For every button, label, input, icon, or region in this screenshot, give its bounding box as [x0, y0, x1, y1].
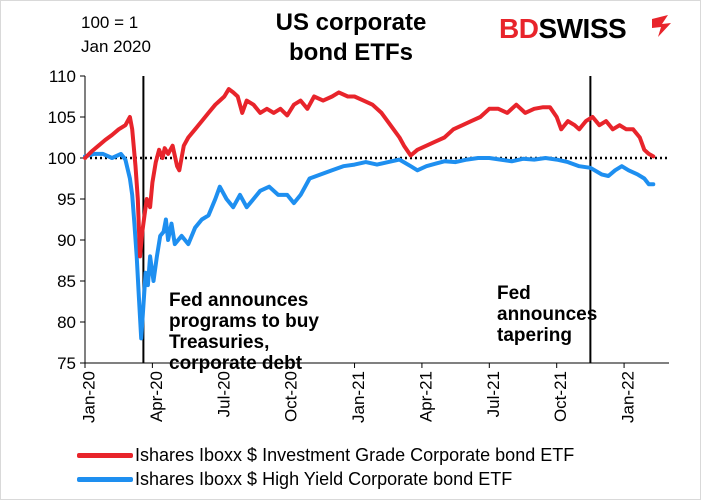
x-tick-label: Apr-21: [416, 371, 435, 422]
logo-text-swiss: SWISS: [538, 13, 627, 44]
chart-title-line2: bond ETFs: [289, 39, 413, 66]
logo-text-bd: BD: [499, 13, 539, 44]
x-tick-label: Jan-20: [79, 371, 98, 423]
annotation-line: corporate debt: [169, 353, 303, 374]
chart-title-line1: US corporate: [275, 9, 427, 36]
index-note-line1: 100 = 1: [81, 13, 139, 32]
legend-label-ig: Ishares Iboxx $ Investment Grade Corpora…: [135, 445, 575, 465]
legend-item-ig: Ishares Iboxx $ Investment Grade Corpora…: [77, 445, 574, 466]
annotation-fed-programs: Fed announces programs to buy Treasuries…: [169, 290, 319, 374]
y-tick-label: 95: [57, 190, 76, 209]
x-tick-label: Oct-21: [551, 371, 570, 422]
series-line-high-yield: [83, 151, 656, 341]
series-line-investment-grade: [83, 87, 656, 259]
x-tick-label: Jul-21: [484, 371, 503, 417]
legend-swatch-red: [77, 453, 133, 458]
y-tick-label: 105: [48, 108, 76, 127]
brand-logo: BDSWISS: [499, 13, 627, 45]
annotation-line: tapering: [497, 325, 572, 346]
x-tick-label: Jul-20: [214, 371, 233, 417]
legend-label-hy: Ishares Iboxx $ High Yield Corporate bon…: [135, 469, 513, 489]
y-tick-label: 110: [49, 67, 76, 86]
index-note-line2: Jan 2020: [81, 37, 151, 56]
annotation-line: Treasuries,: [169, 332, 270, 353]
annotation-line: Fed: [497, 283, 531, 304]
y-tick-label: 100: [48, 149, 76, 168]
x-tick-label: Apr-20: [147, 371, 166, 422]
x-tick-label: Jan-21: [349, 371, 368, 423]
annotation-fed-tapering: Fed announces tapering: [497, 283, 597, 346]
y-tick-label: 80: [57, 313, 76, 332]
legend-swatch-blue: [77, 477, 133, 482]
x-tick-label: Oct-20: [282, 371, 301, 422]
annotation-line: Fed announces: [169, 290, 309, 311]
y-tick-label: 90: [57, 231, 76, 250]
legend-item-hy: Ishares Iboxx $ High Yield Corporate bon…: [77, 469, 512, 490]
y-tick-label: 75: [57, 354, 76, 373]
x-tick-label: Jan-22: [619, 371, 638, 423]
arrow-flag-icon: [652, 15, 671, 37]
annotation-line: programs to buy: [169, 311, 319, 332]
y-tick-label: 85: [57, 272, 76, 291]
annotation-line: announces: [497, 304, 598, 325]
